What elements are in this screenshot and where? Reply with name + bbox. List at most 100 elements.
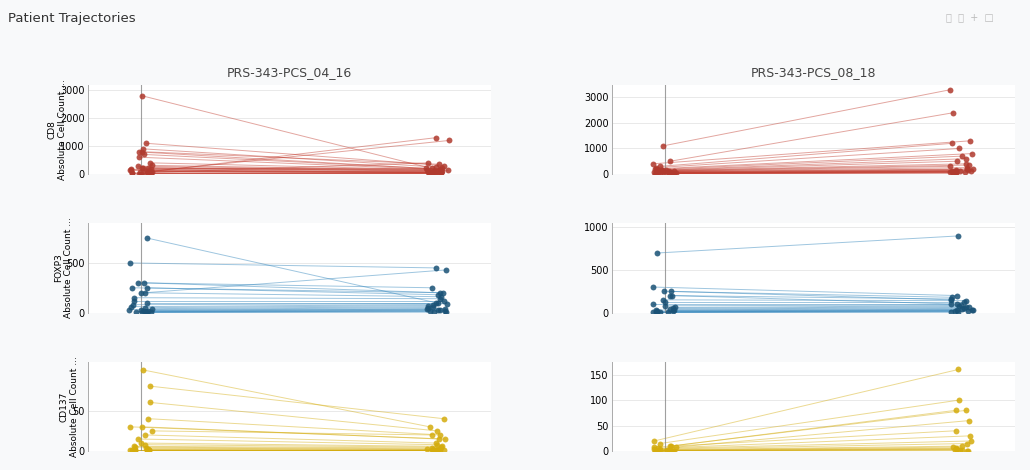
Point: [125, 170, 141, 177]
Point: [436, 162, 452, 169]
Point: [436, 446, 452, 454]
Point: [126, 294, 142, 301]
Point: [423, 170, 440, 177]
Point: [122, 446, 138, 454]
Point: [959, 165, 975, 173]
Point: [664, 292, 681, 299]
Point: [123, 303, 139, 310]
Point: [422, 169, 439, 177]
Point: [656, 298, 673, 306]
Point: [663, 169, 680, 177]
Point: [122, 259, 138, 266]
Point: [430, 446, 446, 454]
Point: [140, 307, 157, 314]
Point: [133, 439, 149, 447]
Point: [424, 301, 441, 308]
Point: [431, 446, 447, 454]
Point: [143, 165, 160, 173]
Point: [942, 308, 959, 315]
Point: [432, 306, 448, 313]
Point: [956, 305, 972, 312]
Point: [127, 446, 143, 454]
Point: [665, 168, 682, 175]
Point: [662, 442, 679, 450]
Point: [126, 443, 142, 450]
Point: [423, 170, 440, 178]
Point: [431, 169, 447, 177]
Point: [958, 447, 974, 454]
Point: [950, 232, 966, 240]
Point: [122, 423, 138, 431]
Point: [652, 440, 668, 447]
Point: [960, 307, 976, 315]
Point: [432, 295, 448, 303]
Point: [660, 446, 677, 454]
Point: [960, 167, 976, 174]
Point: [428, 439, 445, 447]
Point: [425, 308, 442, 316]
Point: [437, 435, 453, 443]
Point: [435, 289, 451, 297]
Title: PRS-343-PCS_08_18: PRS-343-PCS_08_18: [750, 66, 876, 79]
Point: [964, 306, 981, 313]
Point: [128, 443, 144, 451]
Point: [652, 309, 668, 316]
Point: [646, 437, 662, 445]
Point: [948, 166, 964, 174]
Point: [140, 415, 157, 423]
Point: [942, 300, 959, 308]
Point: [942, 86, 959, 94]
Point: [140, 167, 157, 175]
Point: [654, 166, 671, 174]
Point: [134, 423, 150, 431]
Point: [661, 170, 678, 177]
Point: [133, 306, 149, 314]
Point: [942, 296, 959, 304]
Point: [132, 169, 148, 176]
Point: [645, 300, 661, 308]
Point: [943, 295, 960, 303]
Point: [436, 415, 452, 423]
Point: [137, 304, 153, 312]
Point: [432, 446, 448, 454]
Point: [665, 447, 682, 454]
Point: [952, 446, 968, 454]
Point: [961, 161, 977, 169]
Point: [423, 444, 440, 452]
Point: [433, 431, 449, 439]
Point: [124, 169, 140, 177]
Point: [425, 167, 442, 175]
Point: [947, 169, 963, 177]
Point: [951, 145, 967, 152]
Point: [647, 165, 663, 172]
Point: [648, 169, 664, 177]
Point: [652, 170, 668, 177]
Point: [958, 304, 974, 311]
Point: [441, 137, 457, 144]
Point: [139, 446, 156, 454]
Point: [949, 446, 965, 453]
Point: [138, 308, 154, 315]
Point: [949, 292, 965, 299]
Point: [420, 304, 437, 312]
Point: [139, 235, 156, 242]
Point: [958, 160, 974, 168]
Point: [656, 447, 673, 454]
Point: [948, 407, 964, 414]
Text: 📷  🔍  +  □: 📷 🔍 + □: [947, 12, 994, 22]
Point: [139, 445, 156, 453]
Point: [130, 163, 146, 170]
Point: [655, 167, 672, 174]
Point: [136, 169, 152, 177]
Point: [143, 427, 160, 435]
Point: [646, 168, 662, 175]
Point: [437, 305, 453, 313]
Point: [946, 109, 962, 117]
Point: [135, 307, 151, 315]
Point: [418, 306, 435, 313]
Title: PRS-343-PCS_04_16: PRS-343-PCS_04_16: [227, 66, 351, 79]
Point: [649, 307, 665, 315]
Point: [134, 164, 150, 172]
Point: [954, 446, 970, 454]
Point: [957, 169, 973, 176]
